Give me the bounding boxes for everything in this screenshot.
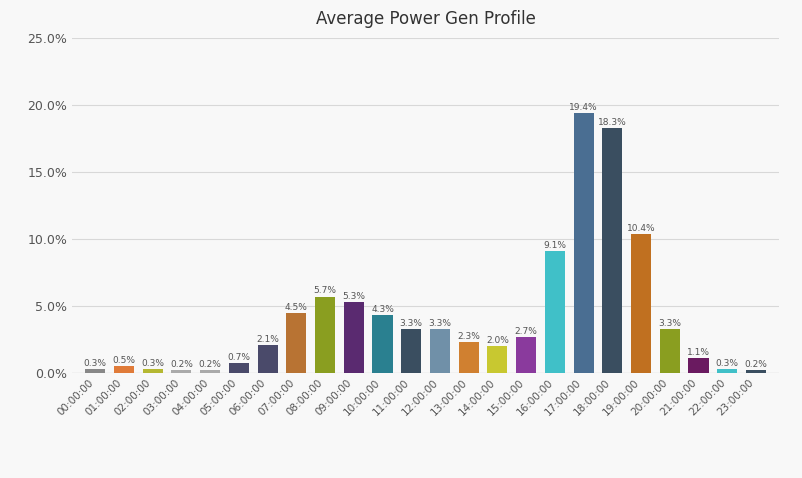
Text: 2.1%: 2.1% bbox=[256, 335, 278, 344]
Text: 19.4%: 19.4% bbox=[569, 103, 597, 112]
Bar bbox=[143, 369, 163, 373]
Bar bbox=[745, 370, 765, 373]
Bar bbox=[229, 363, 249, 373]
Bar bbox=[716, 369, 736, 373]
Bar bbox=[516, 337, 536, 373]
Bar bbox=[544, 251, 564, 373]
Text: 0.2%: 0.2% bbox=[170, 360, 192, 369]
Bar bbox=[372, 315, 392, 373]
Bar bbox=[487, 346, 507, 373]
Bar bbox=[630, 234, 650, 373]
Bar bbox=[200, 370, 220, 373]
Text: 0.3%: 0.3% bbox=[141, 359, 164, 368]
Text: 5.7%: 5.7% bbox=[313, 286, 336, 295]
Text: 3.3%: 3.3% bbox=[399, 319, 422, 327]
Text: 3.3%: 3.3% bbox=[658, 319, 680, 327]
Text: 0.2%: 0.2% bbox=[743, 360, 767, 369]
Bar bbox=[343, 302, 363, 373]
Bar bbox=[659, 329, 679, 373]
Text: 2.0%: 2.0% bbox=[485, 336, 508, 345]
Bar bbox=[314, 296, 334, 373]
Text: 3.3%: 3.3% bbox=[428, 319, 451, 327]
Text: 0.2%: 0.2% bbox=[198, 360, 221, 369]
Text: 18.3%: 18.3% bbox=[597, 118, 626, 127]
Bar bbox=[85, 369, 105, 373]
Text: 2.3%: 2.3% bbox=[456, 332, 480, 341]
Bar bbox=[573, 113, 593, 373]
Text: 5.3%: 5.3% bbox=[342, 292, 365, 301]
Text: 2.7%: 2.7% bbox=[514, 326, 537, 336]
Text: 0.3%: 0.3% bbox=[83, 359, 107, 368]
Bar bbox=[114, 366, 134, 373]
Text: 10.4%: 10.4% bbox=[626, 224, 654, 233]
Text: 0.3%: 0.3% bbox=[715, 359, 738, 368]
Text: 4.3%: 4.3% bbox=[371, 305, 394, 314]
Bar bbox=[171, 370, 191, 373]
Text: 9.1%: 9.1% bbox=[543, 241, 565, 250]
Bar bbox=[429, 329, 449, 373]
Bar bbox=[257, 345, 277, 373]
Title: Average Power Gen Profile: Average Power Gen Profile bbox=[315, 11, 535, 28]
Text: 4.5%: 4.5% bbox=[285, 303, 307, 312]
Text: 1.1%: 1.1% bbox=[687, 348, 709, 357]
Bar bbox=[286, 313, 306, 373]
Bar bbox=[602, 128, 622, 373]
Bar bbox=[687, 358, 707, 373]
Text: 0.5%: 0.5% bbox=[112, 356, 136, 365]
Bar bbox=[401, 329, 421, 373]
Bar bbox=[458, 342, 478, 373]
Text: 0.7%: 0.7% bbox=[227, 353, 250, 362]
